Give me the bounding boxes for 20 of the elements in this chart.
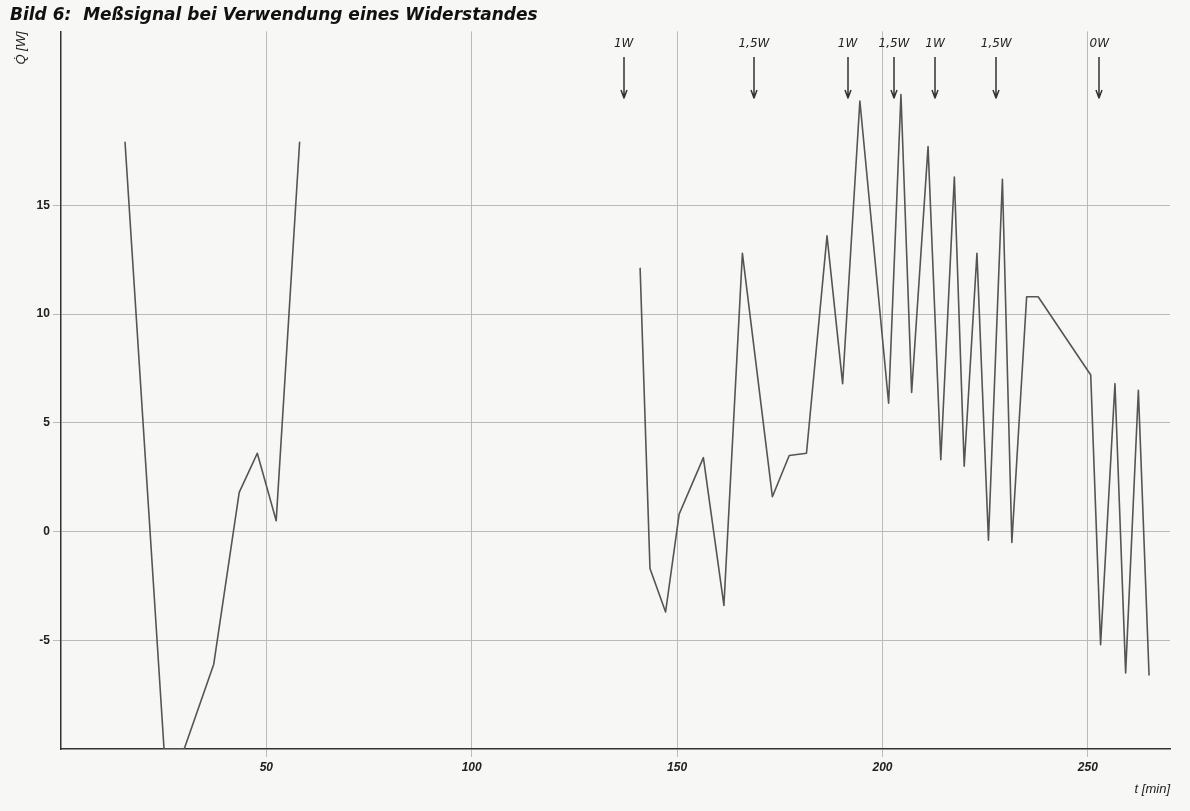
y-tick-label: 10: [36, 306, 51, 321]
ref-line-label: 1W: [925, 35, 946, 50]
chart-title: Bild 6: Meßsignal bei Verwendung eines Widerstandes: [10, 3, 538, 24]
x-tick-label: 250: [1076, 759, 1099, 774]
ref-line-label: 1,5W: [878, 35, 911, 50]
y-tick-label: 0: [43, 523, 51, 538]
ref-line-label: 1W: [837, 35, 859, 50]
ref-line-label: 0W: [1089, 35, 1111, 50]
x-tick-label: 100: [461, 759, 483, 774]
ref-line-label: 1,5W: [738, 35, 771, 50]
x-axis-title: t [min]: [1134, 780, 1171, 796]
y-axis-title: Q̇ [W]: [13, 31, 29, 65]
x-tick-label: 150: [667, 759, 688, 774]
ref-line-label: 1W: [613, 35, 635, 50]
x-tick-label: 50: [259, 759, 274, 774]
y-tick-label: -5: [39, 632, 51, 647]
x-tick-label: 200: [871, 759, 893, 774]
ref-line-label: 1,5W: [980, 35, 1013, 50]
y-tick-label: 15: [36, 197, 51, 212]
y-tick-label: 5: [43, 415, 51, 430]
